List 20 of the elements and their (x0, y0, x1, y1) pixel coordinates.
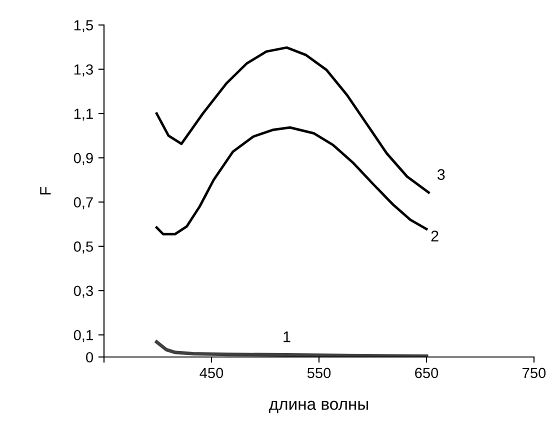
y-tick-label: 1,3 (74, 64, 93, 76)
y-tick-label: 0,9 (74, 152, 93, 165)
y-tick-label: 0,3 (74, 286, 93, 298)
x-tick-label: 450 (200, 368, 224, 378)
series-label: 1 (284, 332, 290, 342)
line-series (155, 126, 428, 236)
y-tick-label: 1,1 (74, 108, 93, 121)
y-tick-label: 0,5 (74, 241, 93, 254)
x-axis-title: длина волны (269, 400, 368, 414)
y-tick-label: 1,5 (74, 20, 93, 32)
y-axis-title: F (40, 186, 51, 194)
y-tick-label: 0,7 (74, 197, 93, 210)
x-tick-label: 650 (415, 368, 438, 378)
series-label: 2 (431, 230, 438, 242)
x-tick-label: 550 (307, 368, 331, 378)
series-label: 3 (437, 169, 445, 180)
line-series (155, 46, 430, 194)
x-tick-label: 750 (522, 368, 546, 378)
y-tick-label: 0 (86, 352, 94, 362)
y-tick-label: 0,1 (74, 330, 93, 342)
